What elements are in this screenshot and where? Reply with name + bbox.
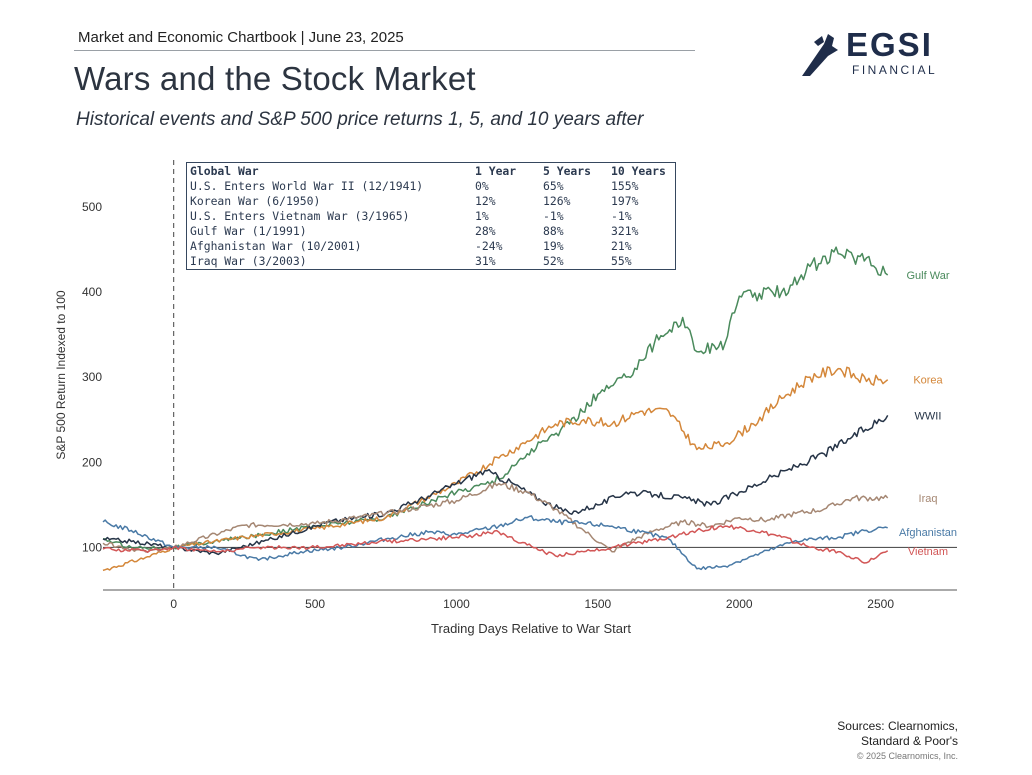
series-label: Gulf War xyxy=(907,270,950,282)
copyright-note: © 2025 Clearnomics, Inc. xyxy=(856,751,958,761)
x-axis-ticks: 0 500 1000 1500 2000 2500 xyxy=(170,597,894,611)
table-cell: 1% xyxy=(475,209,489,223)
table-cell: 28% xyxy=(475,224,496,238)
table-cell: U.S. Enters World War II (12/1941) xyxy=(190,179,424,193)
y-axis-ticks: 100 200 300 400 500 xyxy=(82,200,102,555)
series-label: Vietnam xyxy=(908,546,948,558)
table-header-row: Global War 1 Year 5 Years 10 Years xyxy=(190,164,673,179)
page-title: Wars and the Stock Market xyxy=(74,60,476,97)
table-cell: Afghanistan War (10/2001) xyxy=(190,239,362,253)
x-tick-label: 0 xyxy=(170,597,177,611)
table-cell: 65% xyxy=(543,179,564,193)
series-labels: Gulf War Korea WWII Iraq Afghanistan Vietnam xyxy=(899,270,957,558)
table-header: 10 Years xyxy=(611,164,666,178)
series-label: Iraq xyxy=(919,493,938,505)
series-label: Afghanistan xyxy=(899,527,957,539)
table-cell: -24% xyxy=(475,239,503,253)
series-line-wwii xyxy=(102,415,889,556)
series-lines xyxy=(102,246,889,572)
logo-wordmark: EGSI xyxy=(846,26,933,63)
table-header: Global War xyxy=(190,164,259,178)
header-divider xyxy=(74,50,695,51)
table-cell: 0% xyxy=(475,179,489,193)
y-tick-label: 100 xyxy=(82,540,102,554)
logo-mark-icon xyxy=(802,34,838,76)
table-cell: 19% xyxy=(543,239,564,253)
table-cell: 12% xyxy=(475,194,496,208)
logo-subtext: FINANCIAL xyxy=(852,63,938,77)
series-line-vietnam xyxy=(102,524,889,564)
sources-note: Sources: Clearnomics, Standard & Poor's xyxy=(837,719,958,749)
egsi-logo: EGSI FINANCIAL xyxy=(798,26,958,80)
war-returns-table: Global War 1 Year 5 Years 10 Years U.S. … xyxy=(186,162,676,270)
series-label: Korea xyxy=(913,375,943,387)
y-tick-label: 300 xyxy=(82,370,102,384)
table-row: U.S. Enters World War II (12/1941) 0% 65… xyxy=(190,179,673,194)
table-cell: 197% xyxy=(611,194,639,208)
series-line-gulf-war xyxy=(103,246,889,550)
table-header: 1 Year xyxy=(475,164,517,178)
table-cell: -1% xyxy=(611,209,632,223)
table-cell: -1% xyxy=(543,209,564,223)
sources-line: Sources: Clearnomics, xyxy=(837,719,958,733)
x-tick-label: 500 xyxy=(305,597,325,611)
table-row: Gulf War (1/1991) 28% 88% 321% xyxy=(190,224,673,239)
table-header: 5 Years xyxy=(543,164,592,178)
table-cell: Gulf War (1/1991) xyxy=(190,224,307,238)
x-axis-label: Trading Days Relative to War Start xyxy=(431,621,631,636)
table-cell: U.S. Enters Vietnam War (3/1965) xyxy=(190,209,410,223)
table-cell: 321% xyxy=(611,224,639,238)
table-row: U.S. Enters Vietnam War (3/1965) 1% -1% … xyxy=(190,209,673,224)
series-line-afghanistan xyxy=(102,515,888,571)
chartbook-header: Market and Economic Chartbook | June 23,… xyxy=(78,29,404,46)
table-cell: 88% xyxy=(543,224,564,238)
series-line-korea xyxy=(102,366,889,572)
y-axis-label: S&P 500 Return Indexed to 100 xyxy=(54,290,68,460)
table-cell: 155% xyxy=(611,179,639,193)
y-tick-label: 400 xyxy=(82,285,102,299)
page-subtitle: Historical events and S&P 500 price retu… xyxy=(76,109,644,130)
x-tick-label: 2000 xyxy=(726,597,753,611)
table-cell: 126% xyxy=(543,194,571,208)
sources-line: Standard & Poor's xyxy=(860,734,958,748)
table-cell: 55% xyxy=(611,254,632,268)
y-tick-label: 200 xyxy=(82,455,102,469)
x-tick-label: 1500 xyxy=(585,597,612,611)
table-row: Iraq War (3/2003) 31% 52% 55% xyxy=(190,254,673,269)
table-cell: 21% xyxy=(611,239,632,253)
table-row: Afghanistan War (10/2001) -24% 19% 21% xyxy=(190,239,673,254)
series-label: WWII xyxy=(915,410,942,422)
table-cell: Iraq War (3/2003) xyxy=(190,254,307,268)
table-cell: Korean War (6/1950) xyxy=(190,194,321,208)
table-cell: 31% xyxy=(475,254,496,268)
series-line-iraq xyxy=(102,481,889,553)
table-row: Korean War (6/1950) 12% 126% 197% xyxy=(190,194,673,209)
table-cell: 52% xyxy=(543,254,564,268)
y-tick-label: 500 xyxy=(82,200,102,214)
x-tick-label: 1000 xyxy=(443,597,470,611)
x-tick-label: 2500 xyxy=(867,597,894,611)
